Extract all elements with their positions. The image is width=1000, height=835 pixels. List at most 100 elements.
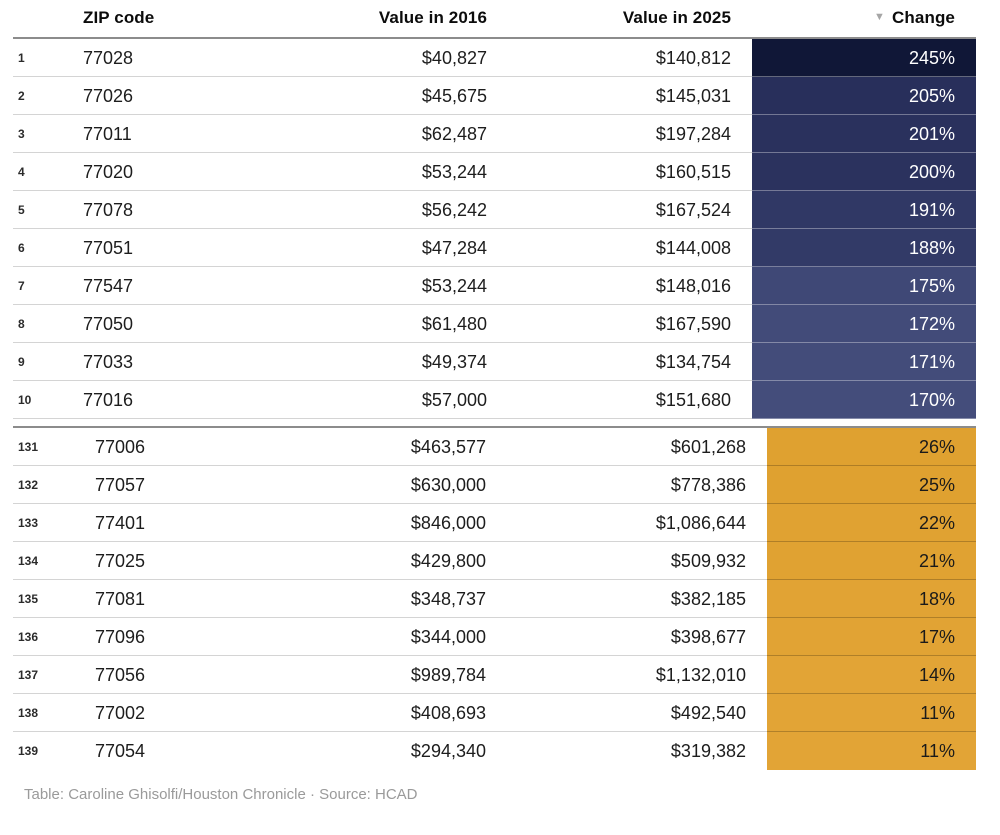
- change-cell: 26%: [767, 428, 976, 466]
- change-cell: 201%: [752, 115, 976, 153]
- value-2025-cell: $1,132,010: [497, 656, 767, 694]
- table-section-bottom: 131 77006 $463,577 $601,268 26% 132 77057 $630,…: [13, 428, 976, 770]
- section-divider: [13, 426, 976, 428]
- value-2025-cell: $1,086,644: [497, 504, 767, 542]
- value-2016-cell: $56,242: [245, 191, 498, 229]
- change-cell: 205%: [752, 77, 976, 115]
- rank-cell: 139: [18, 744, 39, 758]
- table-header: ZIP code Value in 2016 Value in 2025 ▼ C…: [13, 8, 976, 39]
- change-cell: 14%: [767, 656, 976, 694]
- change-cell: 175%: [752, 267, 976, 305]
- change-cell: 11%: [767, 732, 976, 770]
- value-2025-cell: $167,590: [498, 305, 752, 343]
- table-row: 6 77051 $47,284 $144,008 188%: [13, 229, 976, 267]
- rank-cell: 6: [13, 229, 83, 267]
- zip-cell: 77050: [83, 305, 245, 343]
- value-2016-cell: $45,675: [245, 77, 498, 115]
- value-2016-cell: $344,000: [245, 618, 497, 656]
- col-header-value-2016[interactable]: Value in 2016: [378, 8, 487, 27]
- table-credit: Table: Caroline Ghisolfi/Houston Chronic…: [24, 786, 418, 803]
- zip-cell: 77078: [83, 191, 245, 229]
- col-header-change[interactable]: ▼ Change: [752, 8, 976, 28]
- value-2016-cell: $61,480: [245, 305, 498, 343]
- zip-cell: 77006: [95, 428, 245, 466]
- zip-cell: 77033: [83, 343, 245, 381]
- value-2016-cell: $294,340: [410, 741, 486, 761]
- value-2016-cell: $630,000: [245, 466, 497, 504]
- rank-cell: 134: [13, 542, 95, 580]
- zip-cell: 77026: [83, 77, 245, 115]
- rank-cell: 7: [13, 267, 83, 305]
- rank-cell: 9: [13, 343, 83, 381]
- zip-cell: 77096: [95, 618, 245, 656]
- table-row: 5 77078 $56,242 $167,524 191%: [13, 191, 976, 229]
- table-row: 1 77028 $40,827 $140,812 245%: [13, 39, 976, 77]
- zip-cell: 77011: [83, 115, 245, 153]
- zip-cell: 77081: [95, 580, 245, 618]
- value-2016-cell: $463,577: [245, 428, 497, 466]
- value-2016-cell: $40,827: [245, 39, 498, 77]
- table-row: 132 77057 $630,000 $778,386 25%: [13, 466, 976, 504]
- table-row: 9 77033 $49,374 $134,754 171%: [13, 343, 976, 381]
- value-2016-cell: $49,374: [245, 343, 498, 381]
- rank-cell: 135: [13, 580, 95, 618]
- change-cell: 17%: [767, 618, 976, 656]
- rank-cell: 8: [13, 305, 83, 343]
- value-2016-cell: $348,737: [245, 580, 497, 618]
- value-2025-cell: $151,680: [498, 381, 752, 419]
- change-cell: 171%: [752, 343, 976, 381]
- table-row: 133 77401 $846,000 $1,086,644 22%: [13, 504, 976, 542]
- value-2025-cell: $601,268: [497, 428, 767, 466]
- zip-cell: 77057: [95, 466, 245, 504]
- table-row: 138 77002 $408,693 $492,540 11%: [13, 694, 976, 732]
- change-cell: 191%: [752, 191, 976, 229]
- rank-cell: 1: [13, 39, 83, 77]
- table-row: 136 77096 $344,000 $398,677 17%: [13, 618, 976, 656]
- value-2025-cell: $382,185: [497, 580, 767, 618]
- value-2025-cell: $167,524: [498, 191, 752, 229]
- rank-cell: 132: [13, 466, 95, 504]
- rank-cell: 3: [13, 115, 83, 153]
- table-row: 4 77020 $53,244 $160,515 200%: [13, 153, 976, 191]
- change-cell: 200%: [752, 153, 976, 191]
- value-2025-cell: $140,812: [498, 39, 752, 77]
- table-row: 2 77026 $45,675 $145,031 205%: [13, 77, 976, 115]
- value-2025-cell: $134,754: [498, 343, 752, 381]
- zip-cell: 77016: [83, 381, 245, 419]
- table-row: 131 77006 $463,577 $601,268 26%: [13, 428, 976, 466]
- rank-cell: 2: [13, 77, 83, 115]
- table-section-top: 1 77028 $40,827 $140,812 245% 2 77026 $45,675 $1…: [13, 39, 976, 419]
- col-header-zip[interactable]: ZIP code: [83, 8, 155, 27]
- value-2025-cell: $319,382: [670, 741, 746, 761]
- change-cell: 245%: [752, 39, 976, 77]
- col-header-value-2025[interactable]: Value in 2025: [622, 8, 731, 27]
- table-row: 8 77050 $61,480 $167,590 172%: [13, 305, 976, 343]
- zip-cell: 77056: [95, 656, 245, 694]
- rank-cell: 131: [13, 428, 95, 466]
- value-2016-cell: $57,000: [245, 381, 498, 419]
- value-2025-cell: $144,008: [498, 229, 752, 267]
- rank-cell: 4: [13, 153, 83, 191]
- value-2016-cell: $62,487: [245, 115, 498, 153]
- change-cell: 21%: [767, 542, 976, 580]
- zip-cell: 77547: [83, 267, 245, 305]
- table-row: 3 77011 $62,487 $197,284 201%: [13, 115, 976, 153]
- zip-cell: 77054: [95, 741, 146, 761]
- change-cell: 11%: [767, 694, 976, 732]
- col-header-change-label: Change: [892, 8, 955, 27]
- rank-cell: 5: [13, 191, 83, 229]
- value-2025-cell: $398,677: [497, 618, 767, 656]
- value-2016-cell: $989,784: [245, 656, 497, 694]
- change-cell: 25%: [767, 466, 976, 504]
- sort-descending-icon: ▼: [874, 11, 886, 23]
- value-2016-cell: $408,693: [245, 694, 497, 732]
- value-2016-cell: $47,284: [245, 229, 498, 267]
- zip-cell: 77002: [95, 694, 245, 732]
- table-row: 139 77054 $294,340 $319,382 11%: [13, 732, 976, 770]
- change-cell: 188%: [752, 229, 976, 267]
- change-cell: 22%: [767, 504, 976, 542]
- rank-cell: 138: [13, 694, 95, 732]
- table-row: 137 77056 $989,784 $1,132,010 14%: [13, 656, 976, 694]
- change-cell: 170%: [752, 381, 976, 419]
